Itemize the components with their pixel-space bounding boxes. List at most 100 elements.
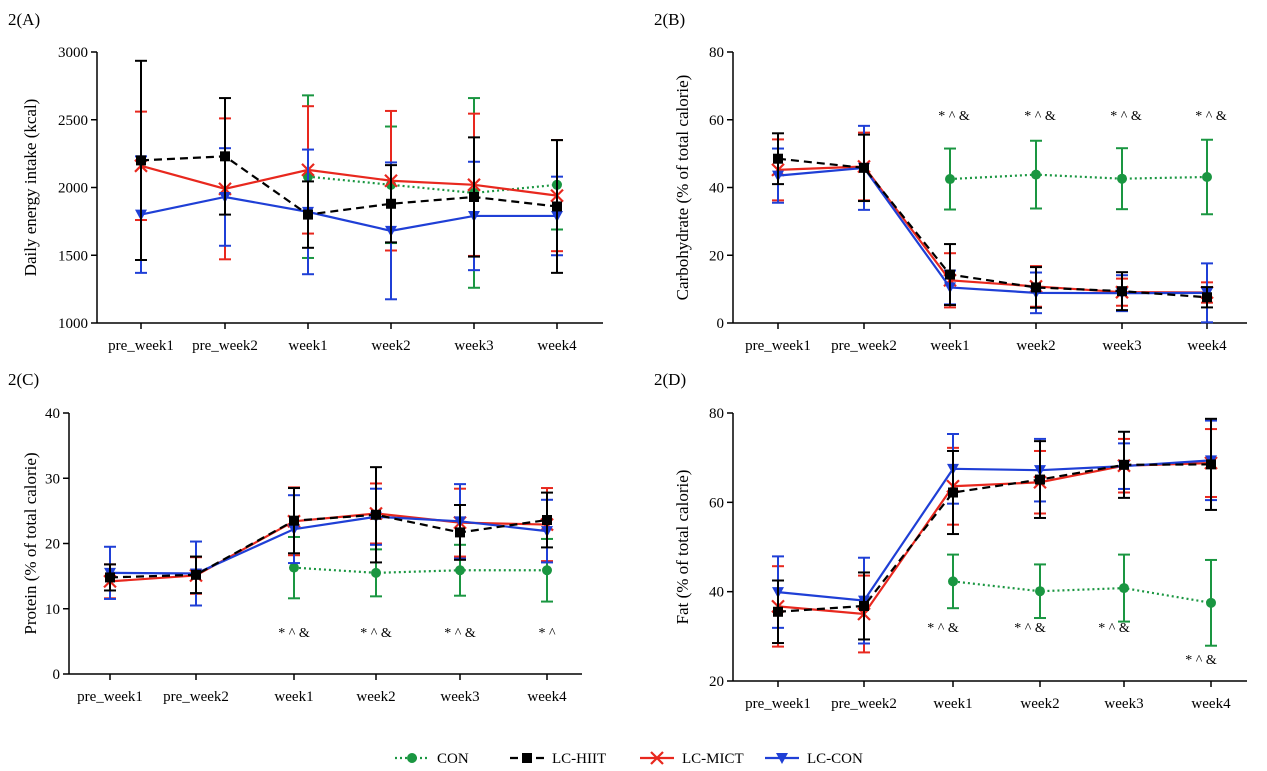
- y-tick-label: 40: [709, 181, 724, 197]
- significance-annotation: * ^ &: [938, 109, 970, 124]
- significance-annotation: * ^ &: [1110, 109, 1142, 124]
- series-con-marker: [371, 567, 381, 578]
- panel-label: 2(A): [8, 10, 40, 29]
- significance-annotation: * ^ &: [444, 626, 476, 641]
- x-tick-label: pre_week2: [192, 338, 258, 354]
- series-lc-hiit-marker: [191, 569, 201, 580]
- series-lc-hiit-marker: [1031, 282, 1041, 293]
- y-tick-label: 2500: [58, 113, 88, 129]
- y-tick-label: 80: [709, 406, 724, 422]
- x-tick-label: pre_week1: [77, 689, 143, 705]
- x-tick-label: week4: [1187, 338, 1227, 354]
- x-tick-label: week1: [288, 338, 327, 354]
- y-tick-label: 20: [709, 674, 724, 690]
- series-lc-con-line: [777, 166, 1208, 295]
- panel-label: 2(D): [654, 370, 686, 389]
- series-lc-hiit-marker: [552, 201, 562, 212]
- x-tick-label: pre_week1: [108, 338, 174, 354]
- series-con-marker: [1117, 173, 1127, 184]
- legend-item-lc-con: LC-CON: [765, 751, 863, 767]
- panel-2(A): 2(A) 1000 1500 2000 2500 3000 pre_week1 pre_wee…: [8, 10, 603, 354]
- y-axis-label: Protein (% of total calorie): [21, 452, 40, 634]
- legend-marker: [407, 753, 417, 763]
- series-lc-hiit-marker: [1035, 474, 1045, 485]
- x-tick-label: week2: [371, 338, 410, 354]
- series-con-marker: [1031, 169, 1041, 180]
- y-tick-label: 20: [709, 248, 724, 264]
- series-con-marker: [289, 562, 299, 573]
- x-tick-label: pre_week1: [745, 338, 811, 354]
- legend-label: LC-CON: [807, 751, 863, 767]
- legend-label: LC-HIIT: [552, 751, 606, 767]
- series-con-line: [952, 580, 1212, 604]
- x-tick-label: week4: [1191, 696, 1231, 712]
- series-lc-con: [772, 419, 1217, 645]
- y-axis-label: Daily energy intake (kcal): [21, 99, 40, 277]
- legend-marker: [650, 751, 664, 765]
- panel-2(D): 2(D) 20 40 60 80 pre_week1 pre_week2 week1 week2…: [654, 370, 1247, 712]
- y-tick-label: 1000: [58, 316, 88, 332]
- y-tick-label: 80: [709, 45, 724, 61]
- significance-annotation: * ^ &: [1098, 621, 1130, 636]
- panel-label: 2(B): [654, 10, 685, 29]
- series-lc-hiit-marker: [386, 198, 396, 209]
- legend-marker: [776, 753, 788, 764]
- significance-annotation: * ^ &: [1185, 653, 1217, 668]
- series-lc-con-line: [109, 515, 548, 575]
- series-lc-hiit-marker: [289, 515, 299, 526]
- series-lc-hiit-marker: [948, 487, 958, 498]
- series-lc-hiit-marker: [1119, 459, 1129, 470]
- y-axis-label: Carbohydrate (% of total calorie): [673, 75, 692, 301]
- series-lc-hiit-marker: [542, 515, 552, 526]
- significance-annotation: * ^: [538, 626, 556, 641]
- legend-item-lc-mict: LC-MICT: [640, 751, 744, 767]
- y-tick-label: 30: [45, 471, 60, 487]
- legend-item-con: CON: [395, 751, 469, 767]
- y-tick-label: 10: [45, 602, 60, 618]
- series-lc-hiit: [104, 466, 553, 595]
- x-tick-label: week3: [440, 689, 479, 705]
- significance-annotation: * ^ &: [1195, 109, 1227, 124]
- panel-label: 2(C): [8, 370, 39, 389]
- x-tick-label: week3: [1104, 696, 1143, 712]
- series-con-marker: [1202, 171, 1212, 182]
- x-tick-label: pre_week2: [831, 696, 897, 712]
- series-lc-hiit-line: [777, 463, 1212, 613]
- y-tick-label: 0: [717, 316, 725, 332]
- y-tick-label: 3000: [58, 45, 88, 61]
- series-lc-con: [135, 147, 563, 301]
- y-tick-label: 1500: [58, 248, 88, 264]
- series-lc-mict: [771, 428, 1218, 654]
- series-lc-mict-line: [777, 165, 1208, 294]
- y-tick-label: 40: [709, 585, 724, 601]
- series-con-marker: [1035, 586, 1045, 597]
- series-lc-hiit-marker: [371, 509, 381, 520]
- x-tick-label: pre_week2: [831, 338, 897, 354]
- series-lc-mict: [134, 105, 564, 261]
- y-tick-label: 20: [45, 537, 60, 553]
- x-tick-label: week1: [930, 338, 969, 354]
- y-axis-label: Fat (% of total calorie): [673, 470, 692, 625]
- panel-2(C): 2(C) 0 10 20 30 40 pre_week1 pre_week2 week1 week…: [8, 370, 582, 705]
- series-lc-hiit-marker: [945, 269, 955, 280]
- series-con-marker: [945, 174, 955, 185]
- series-lc-hiit-marker: [303, 209, 313, 220]
- series-con: [944, 138, 1213, 216]
- series-con-line: [949, 173, 1208, 181]
- series-con-marker: [1206, 597, 1216, 608]
- series-lc-con-line: [140, 195, 557, 232]
- series-lc-con-line: [777, 459, 1212, 602]
- y-tick-label: 2000: [58, 181, 88, 197]
- legend-marker: [522, 753, 532, 763]
- significance-annotation: * ^ &: [1024, 109, 1056, 124]
- series-lc-hiit-marker: [136, 155, 146, 166]
- x-tick-label: week2: [1016, 338, 1055, 354]
- x-tick-label: week4: [537, 338, 577, 354]
- series-lc-hiit-marker: [859, 162, 869, 173]
- series-lc-mict-line: [777, 461, 1212, 616]
- x-tick-label: week3: [1102, 338, 1141, 354]
- legend-label: LC-MICT: [682, 751, 744, 767]
- series-lc-hiit-marker: [1202, 292, 1212, 303]
- series-con-line: [307, 175, 558, 195]
